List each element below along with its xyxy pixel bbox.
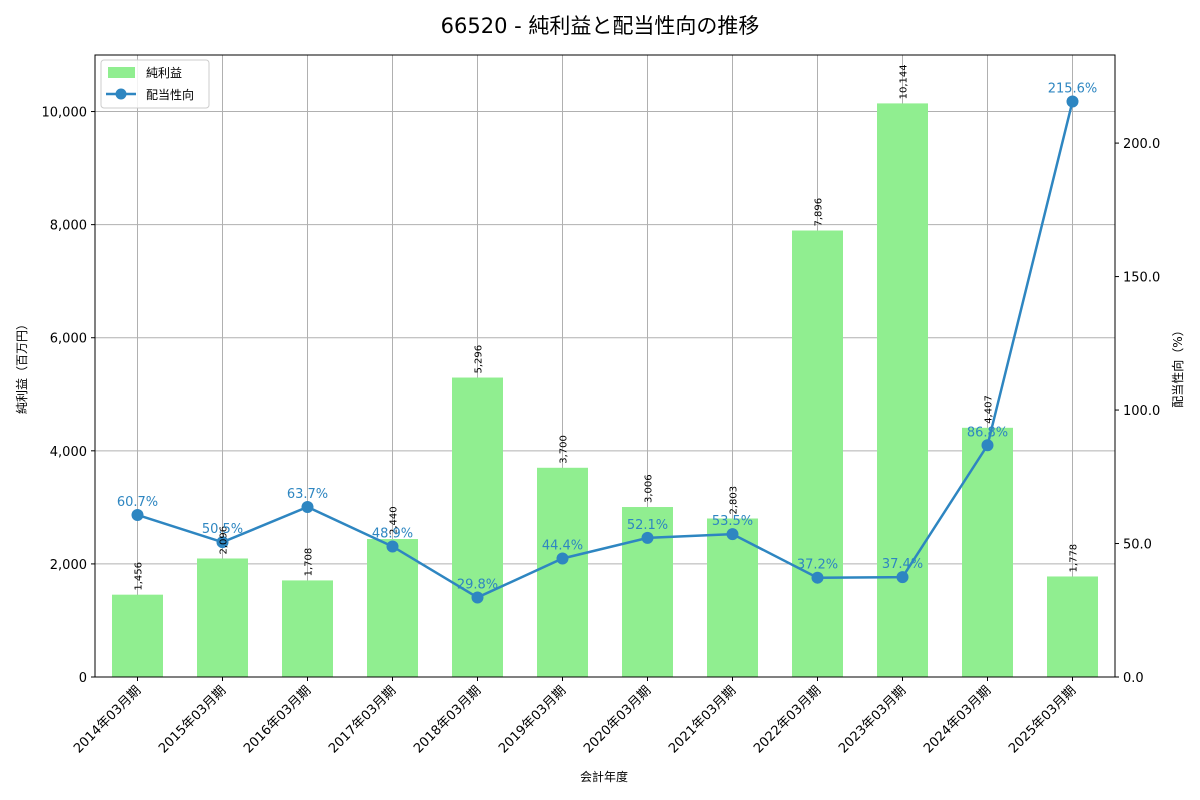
x-axis-label: 会計年度 (580, 769, 628, 784)
bar-value-label: 5,296 (474, 345, 485, 374)
data-labels: 1,456 2,096 1,708 2,440 5,296 3,700 3,006 2,803… (117, 64, 1097, 592)
bar-value-label: 1,708 (304, 548, 315, 577)
line-marker (726, 528, 739, 541)
bar-value-label: 7,896 (814, 198, 825, 227)
line-marker (981, 439, 994, 452)
percent-value-label: 48.9% (372, 526, 413, 541)
bar (877, 103, 928, 678)
y-right-tick-label: 200.0 (1123, 137, 1160, 152)
legend: 純利益 配当性向 (100, 59, 210, 109)
x-tick-label: 2021年03月期 (666, 683, 739, 756)
legend-marker-line (115, 88, 127, 100)
line-marker (556, 552, 569, 565)
percent-value-label: 50.5% (202, 522, 243, 537)
line-marker (471, 591, 484, 604)
bar-value-label: 3,006 (644, 474, 655, 503)
percent-value-label: 37.4% (882, 557, 923, 572)
bar (792, 230, 843, 677)
bar (1047, 576, 1098, 677)
bar (452, 377, 503, 677)
line-marker (131, 508, 144, 521)
bar (282, 580, 333, 677)
x-tick-label: 2016年03月期 (241, 683, 314, 756)
legend-label-net-income: 純利益 (146, 66, 182, 80)
y-left-tick-label: 0 (79, 671, 87, 686)
percent-value-label: 52.1% (627, 518, 668, 533)
line-marker (301, 500, 314, 513)
x-tick-label: 2025年03月期 (1006, 683, 1079, 756)
percent-value-label: 86.8% (967, 425, 1008, 440)
y-axis-right-label: 配当性向（%） (1170, 324, 1185, 407)
bar (367, 539, 418, 677)
percent-value-label: 29.8% (457, 577, 498, 592)
line-marker (811, 571, 824, 584)
y-right-tick-label: 50.0 (1123, 538, 1152, 553)
y-right-tick-label: 150.0 (1123, 271, 1160, 286)
y-right-tick-label: 100.0 (1123, 404, 1160, 419)
percent-value-label: 63.7% (287, 487, 328, 502)
line-marker (386, 540, 399, 553)
legend-label-payout-ratio: 配当性向 (146, 87, 194, 102)
bar-series-net-income (112, 103, 1098, 678)
bar-value-label: 4,407 (984, 395, 995, 424)
line-marker (1066, 95, 1079, 108)
y-left-tick-label: 6,000 (50, 332, 87, 347)
x-tick-label: 2020年03月期 (581, 683, 654, 756)
percent-value-label: 60.7% (117, 495, 158, 510)
percent-value-label: 44.4% (542, 538, 583, 553)
y-left-tick-label: 10,000 (42, 106, 88, 121)
x-tick-label: 2022年03月期 (751, 683, 824, 756)
x-tick-label: 2023年03月期 (836, 683, 909, 756)
bar (537, 467, 588, 677)
percent-value-label: 53.5% (712, 514, 753, 529)
x-tick-label: 2019年03月期 (496, 683, 569, 756)
y-left-tick-label: 4,000 (50, 445, 87, 460)
bar (112, 594, 163, 677)
y-left-tick-label: 8,000 (50, 219, 87, 234)
x-tick-label: 2017年03月期 (326, 683, 399, 756)
bar-value-label: 10,144 (899, 64, 910, 99)
percent-value-label: 37.2% (797, 558, 838, 573)
line-marker (216, 536, 229, 549)
bar-value-label: 1,778 (1069, 544, 1080, 573)
bar (707, 518, 758, 677)
x-tick-label: 2024年03月期 (921, 683, 994, 756)
line-marker (896, 571, 909, 584)
x-tick-label: 2015年03月期 (156, 683, 229, 756)
chart-title: 66520 - 純利益と配当性向の推移 (441, 14, 760, 38)
percent-value-label: 215.6% (1048, 81, 1098, 96)
bar (197, 558, 248, 677)
bar (962, 427, 1013, 677)
bar-value-label: 2,803 (729, 486, 740, 515)
y-axis-left-label: 純利益（百万円） (15, 318, 29, 414)
bar-value-label: 2,096 (219, 526, 230, 555)
bar-value-label: 3,700 (559, 435, 570, 464)
y-left-tick-label: 2,000 (50, 558, 87, 573)
line-series-payout-ratio (131, 95, 1079, 604)
line-marker (641, 531, 654, 544)
y-right-tick-label: 0.0 (1123, 671, 1144, 686)
x-tick-label: 2018年03月期 (411, 683, 484, 756)
x-tick-label: 2014年03月期 (71, 683, 144, 756)
legend-swatch-bar (108, 67, 135, 78)
bar-value-label: 1,456 (134, 562, 145, 591)
plot-frame (94, 54, 1116, 678)
bar-value-label: 2,440 (389, 506, 400, 535)
